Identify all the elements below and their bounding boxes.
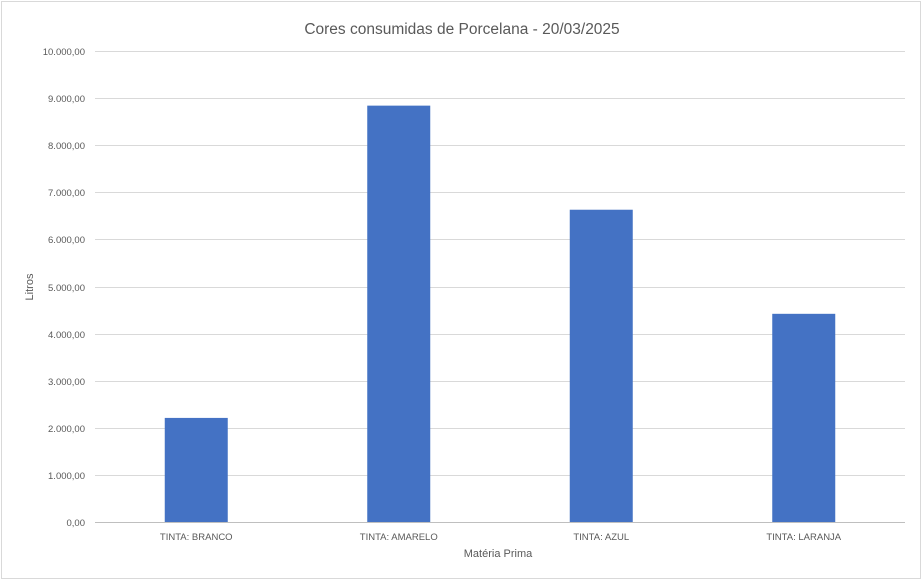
y-tick-label: 4.000,00 (48, 330, 85, 341)
y-tick-label: 5.000,00 (48, 283, 85, 294)
x-tick-label: TINTA: LARANJA (766, 532, 841, 543)
x-axis-title: Matéria Prima (464, 548, 533, 560)
chart-title: Cores consumidas de Porcelana - 20/03/20… (304, 21, 619, 38)
x-tick-label: TINTA: BRANCO (160, 532, 233, 543)
bar (367, 105, 431, 523)
y-tick-label: 0,00 (67, 518, 86, 529)
bar (569, 209, 633, 523)
y-tick-label: 10.000,00 (43, 47, 85, 58)
y-tick-label: 3.000,00 (48, 377, 85, 388)
y-tick-label: 1.000,00 (48, 471, 85, 482)
x-axis-ticks: TINTA: BRANCO TINTA: AMARELO TINTA: AZUL TI… (160, 532, 842, 543)
y-tick-label: 7.000,00 (48, 188, 85, 199)
bars (164, 105, 836, 523)
y-axis-ticks: 0,00 1.000,00 2.000,00 3.000,00 4.000,00 5.00… (43, 47, 85, 529)
x-tick-label: TINTA: AMARELO (360, 532, 438, 543)
y-tick-label: 9.000,00 (48, 94, 85, 105)
gridlines (95, 51, 905, 523)
y-tick-label: 6.000,00 (48, 235, 85, 246)
bar (772, 313, 836, 522)
y-axis-title: Litros (24, 273, 36, 300)
y-tick-label: 2.000,00 (48, 424, 85, 435)
x-tick-label: TINTA: AZUL (573, 532, 629, 543)
bar (164, 417, 228, 522)
y-tick-label: 8.000,00 (48, 141, 85, 152)
